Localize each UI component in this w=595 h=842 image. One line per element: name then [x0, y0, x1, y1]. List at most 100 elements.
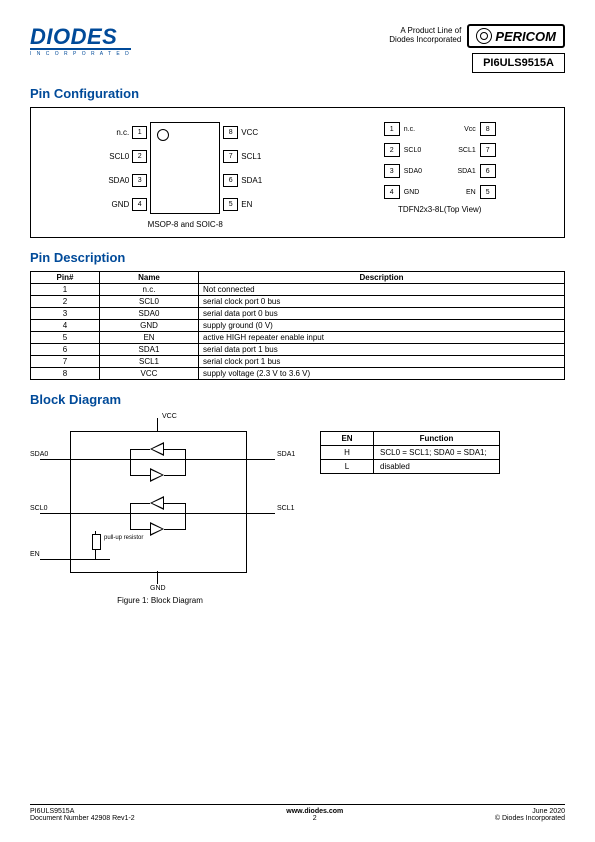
pin1-notch-icon — [157, 129, 169, 141]
msop-chip: n.c.1 SCL02 SDA03 GND4 8VCC 7SCL1 6SDA1 … — [99, 122, 271, 214]
scl-top-l — [130, 503, 150, 504]
msop-body — [150, 122, 220, 214]
page-header: DIODES I N C O R P O R A T E D A Product… — [30, 24, 565, 74]
scl1-label: SCL1 — [277, 505, 295, 512]
pullup-resistor-icon — [92, 534, 101, 550]
block-diagram-title: Block Diagram — [30, 392, 565, 407]
block-diagram-caption: Figure 1: Block Diagram — [117, 596, 203, 605]
footer-right: June 2020 © Diodes Incorporated — [495, 808, 565, 822]
scl-inner-line — [70, 513, 245, 514]
vcc-label: VCC — [162, 413, 177, 420]
pericom-text: PERICOM — [495, 29, 556, 44]
footer-left: PI6ULS9515A Document Number 42908 Rev1-2 — [30, 808, 135, 822]
pin-label: n.c. — [99, 128, 129, 137]
page: DIODES I N C O R P O R A T E D A Product… — [0, 0, 595, 842]
diodes-logo: DIODES — [30, 24, 131, 50]
en-line — [40, 559, 70, 560]
pin-box: 4 — [132, 198, 147, 211]
sda-fork-r — [185, 449, 186, 475]
table-row: 2SCL0serial clock port 0 bus — [31, 296, 565, 308]
pin-box: 7 — [480, 143, 496, 157]
block-diagram-row: VCC GND SDA0 SDA1 SCL0 SCL1 EN — [30, 413, 565, 605]
table-row: Ldisabled — [321, 460, 500, 474]
pin-box: 8 — [480, 122, 496, 136]
part-number-box: PI6ULS9515A — [472, 53, 565, 73]
scl1-line — [245, 513, 275, 514]
footer-page-num: 2 — [286, 815, 343, 822]
pin-box: 4 — [384, 185, 400, 199]
product-line-2: Diodes Incorporated — [389, 36, 461, 45]
pin-label: Vcc — [442, 126, 476, 133]
footer-doc: Document Number 42908 Rev1-2 — [30, 815, 135, 822]
table-header-row: Pin# Name Description — [31, 272, 565, 284]
pin-box: 1 — [384, 122, 400, 136]
pin-box: 5 — [223, 198, 238, 211]
sda-inner-line — [70, 459, 245, 460]
footer-center: www.diodes.com 2 — [286, 808, 343, 822]
pin-config-box: n.c.1 SCL02 SDA03 GND4 8VCC 7SCL1 6SDA1 … — [30, 107, 565, 238]
scl0-line — [40, 513, 70, 514]
footer-url: www.diodes.com — [286, 808, 343, 815]
pin-label: SCL1 — [241, 152, 271, 161]
sda-buffer-right-icon — [150, 468, 170, 482]
pin-box: 7 — [223, 150, 238, 163]
pin-box: 3 — [132, 174, 147, 187]
pin-label: EN — [442, 189, 476, 196]
sda0-label: SDA0 — [30, 451, 48, 458]
msop-right-pins: 8VCC 7SCL1 6SDA1 5EN — [223, 123, 271, 213]
th-name: Name — [100, 272, 199, 284]
scl-fork-r — [185, 503, 186, 529]
pin-label: VCC — [241, 128, 271, 137]
product-line-text: A Product Line of Diodes Incorporated — [389, 27, 461, 45]
table-row: 5ENactive HIGH repeater enable input — [31, 332, 565, 344]
sda-fork-l — [130, 449, 131, 475]
pin-label: SDA0 — [99, 176, 129, 185]
pin-label: SDA1 — [241, 176, 271, 185]
page-footer: PI6ULS9515A Document Number 42908 Rev1-2… — [30, 804, 565, 822]
pin-label: SCL1 — [442, 147, 476, 154]
pin-label: SDA0 — [404, 168, 438, 175]
sda-buffer-left-icon — [150, 442, 170, 456]
pin-label: GND — [404, 189, 438, 196]
block-diagram: VCC GND SDA0 SDA1 SCL0 SCL1 EN — [30, 413, 290, 593]
header-right-top: A Product Line of Diodes Incorporated PE… — [389, 24, 565, 48]
pin-label: n.c. — [404, 126, 438, 133]
msop-left-pins: n.c.1 SCL02 SDA03 GND4 — [99, 123, 147, 213]
th-en: EN — [321, 432, 374, 446]
sda1-label: SDA1 — [277, 451, 295, 458]
pin-label: EN — [241, 200, 271, 209]
table-row: 3SDA0serial data port 0 bus — [31, 308, 565, 320]
pericom-swirl-icon — [476, 28, 492, 44]
pin-box: 3 — [384, 164, 400, 178]
tdfn-chip-container: 1n.c.Vcc8 2SCL0SCL17 3SDA0SDA16 4GNDEN5 … — [384, 122, 496, 214]
table-header-row: EN Function — [321, 432, 500, 446]
tdfn-caption: TDFN2x3-8L(Top View) — [398, 205, 481, 214]
msop-chip-container: n.c.1 SCL02 SDA03 GND4 8VCC 7SCL1 6SDA1 … — [99, 122, 271, 229]
pin-box: 2 — [132, 150, 147, 163]
pin-config-title: Pin Configuration — [30, 86, 565, 101]
pericom-logo: PERICOM — [467, 24, 565, 48]
pin-desc-title: Pin Description — [30, 250, 565, 265]
en-in-line — [70, 559, 110, 560]
tdfn-chip: 1n.c.Vcc8 2SCL0SCL17 3SDA0SDA16 4GNDEN5 — [384, 122, 496, 199]
pin-box: 6 — [480, 164, 496, 178]
scl-buffer-right-icon — [150, 522, 170, 536]
en-label: EN — [30, 551, 40, 558]
sda0-line — [40, 459, 70, 460]
pin-label: SDA1 — [442, 168, 476, 175]
diodes-logo-block: DIODES I N C O R P O R A T E D — [30, 24, 131, 57]
th-desc: Description — [199, 272, 565, 284]
table-row: 8VCCsupply voltage (2.3 V to 3.6 V) — [31, 368, 565, 380]
pin-box: 8 — [223, 126, 238, 139]
pin-label: GND — [99, 200, 129, 209]
table-row: 7SCL1serial clock port 1 bus — [31, 356, 565, 368]
pin-box: 2 — [384, 143, 400, 157]
sda1-line — [245, 459, 275, 460]
gnd-label: GND — [150, 585, 166, 592]
en-function-table: EN Function HSCL0 = SCL1; SDA0 = SDA1; L… — [320, 431, 500, 474]
pin-box: 6 — [223, 174, 238, 187]
pin-desc-tbody: 1n.c.Not connected 2SCL0serial clock por… — [31, 284, 565, 380]
gnd-line — [157, 571, 158, 584]
th-function: Function — [374, 432, 500, 446]
block-diagram-wrap: VCC GND SDA0 SDA1 SCL0 SCL1 EN — [30, 413, 290, 605]
